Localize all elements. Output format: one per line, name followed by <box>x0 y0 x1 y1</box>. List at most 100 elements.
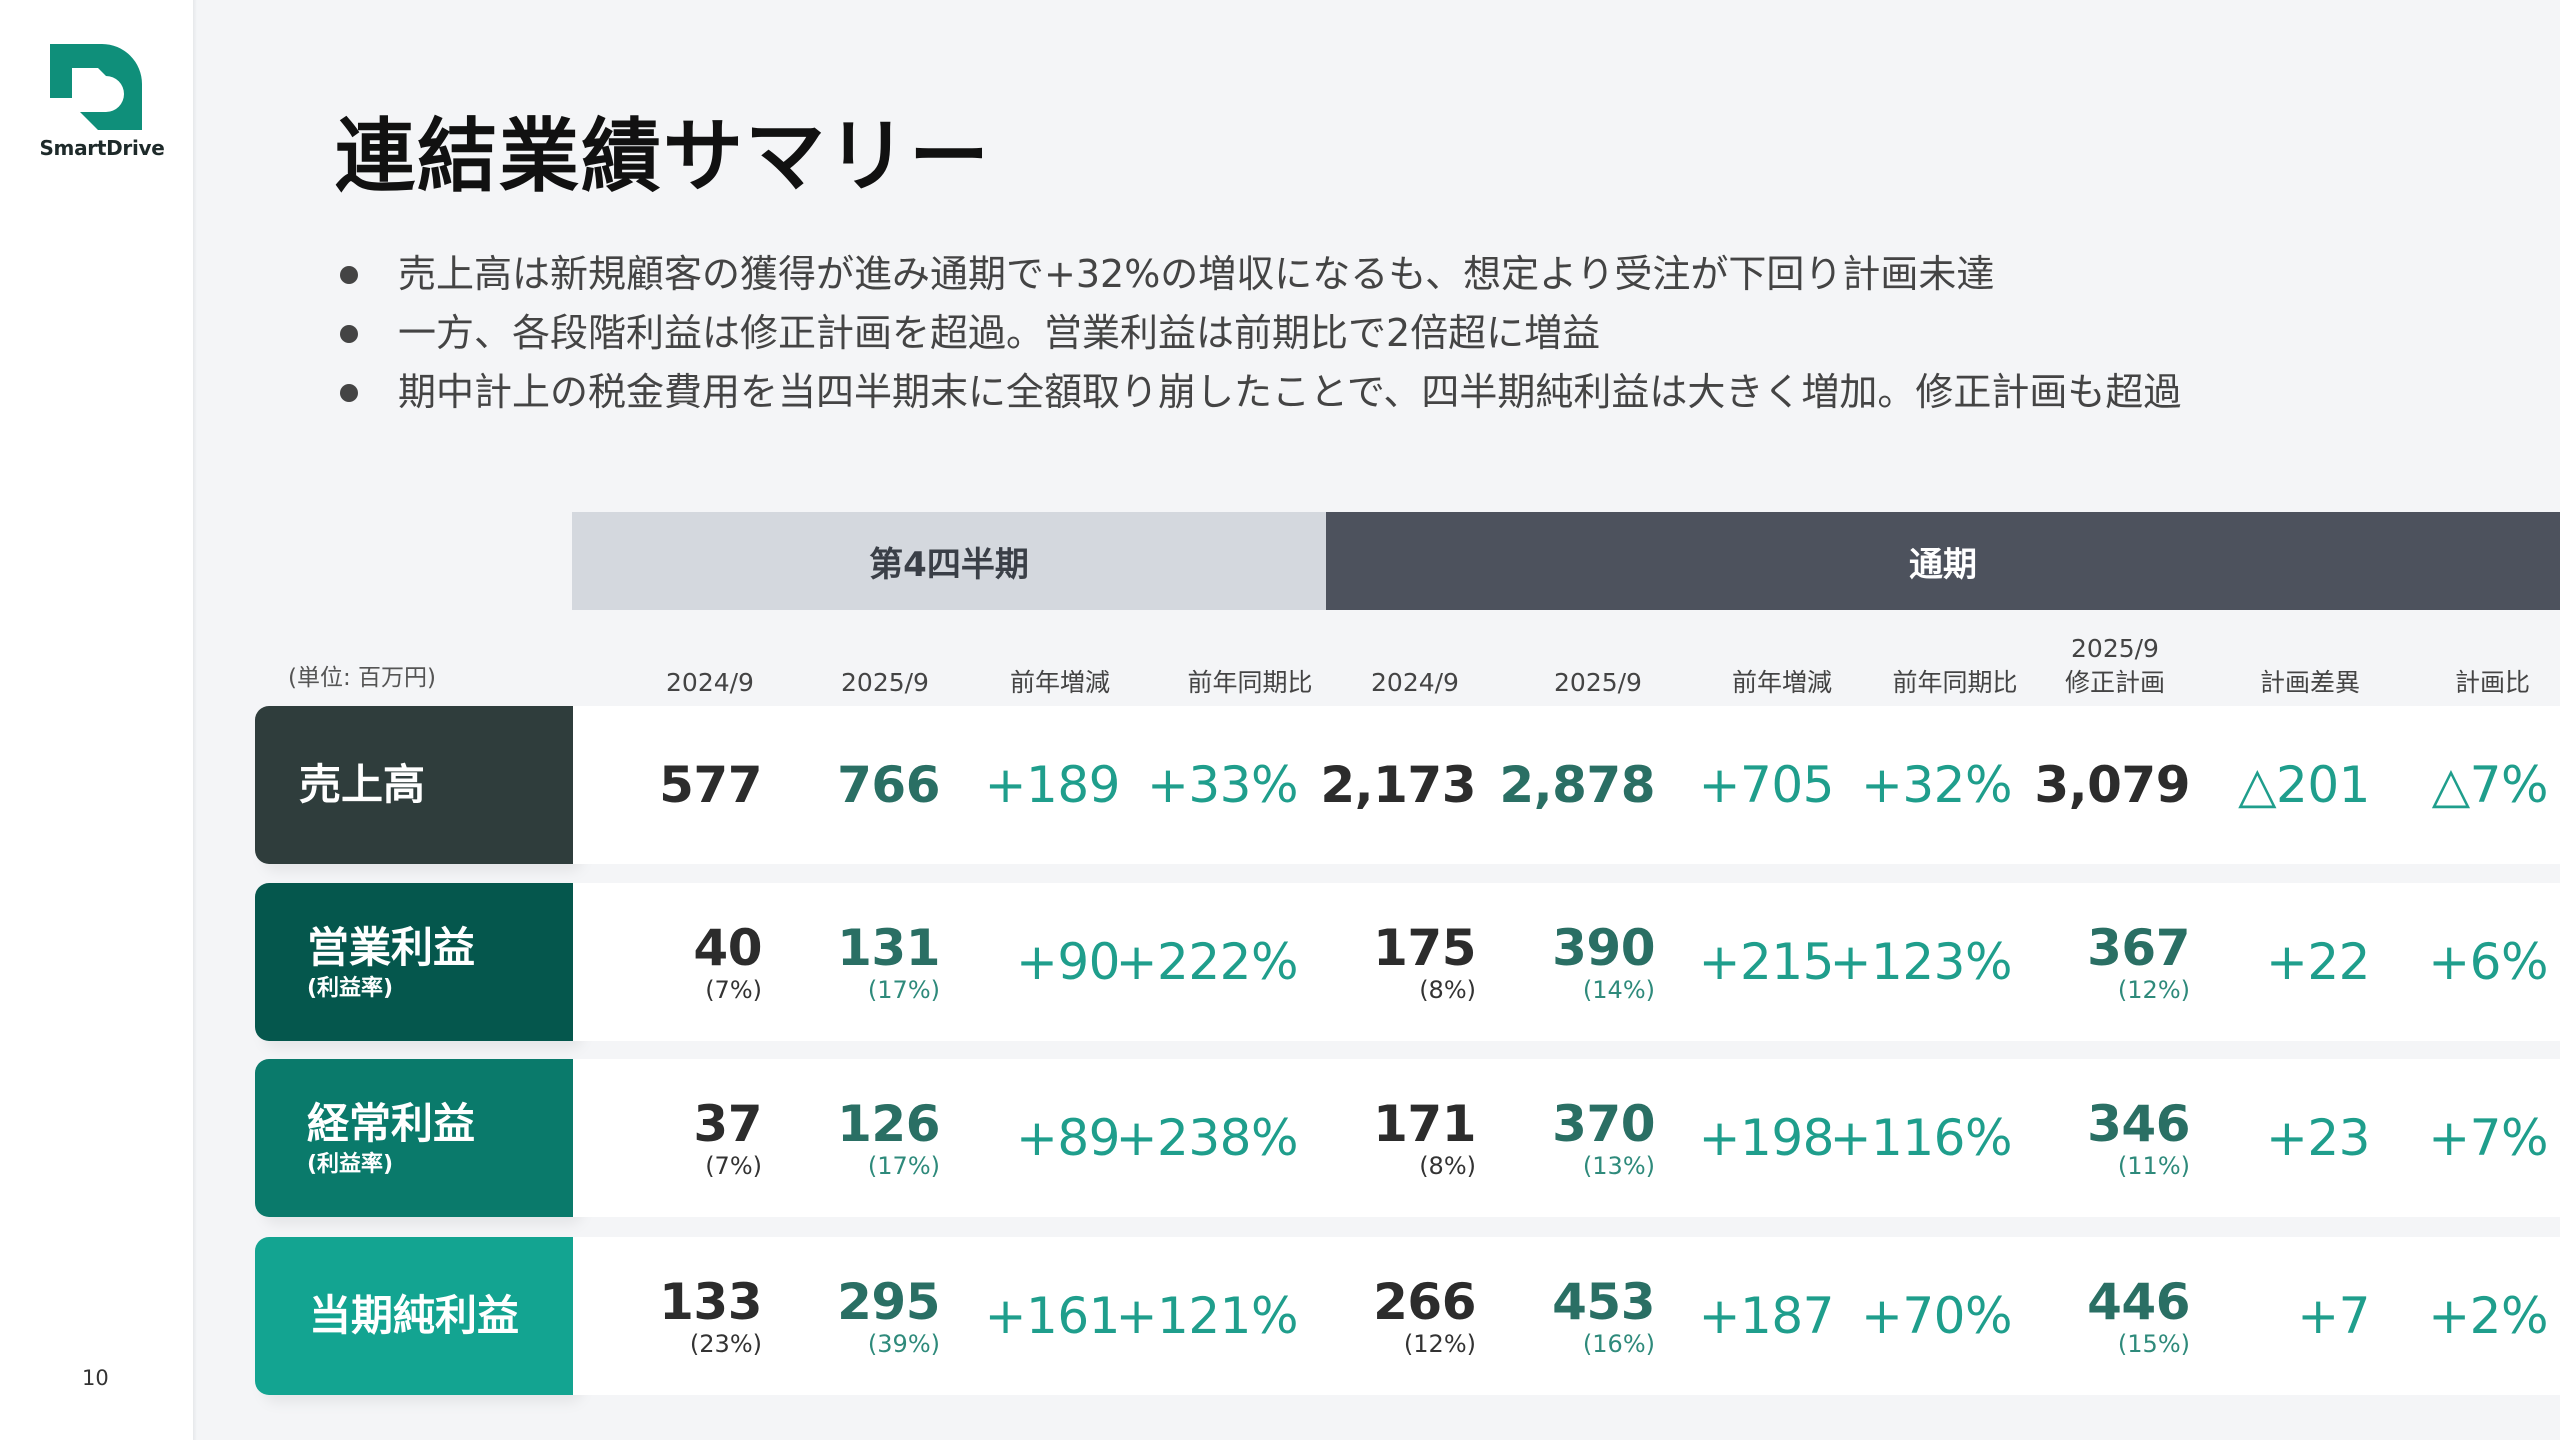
sidebar <box>0 0 195 1440</box>
col-header-q4-diff: 前年増減 <box>990 620 1130 700</box>
col-header-fy-prev: 2024/9 <box>1345 620 1485 700</box>
group-header-q4: 第4四半期 <box>572 512 1326 610</box>
cell-value: +238% <box>1115 1109 1299 1167</box>
cell-q4-curr: 295 (39%) <box>640 1237 940 1395</box>
cell-q4-prev: 133 (23%) <box>462 1237 762 1395</box>
cell-value: 346 <box>2087 1095 2190 1153</box>
cell-q4-ratio: +121% <box>998 1237 1299 1395</box>
bullet-text: 期中計上の税金費用を当四半期末に全額取り崩したことで、四半期純利益は大きく増加。… <box>398 370 2182 414</box>
col-header-q4-curr: 2025/9 <box>815 620 955 700</box>
cell-value: +161 <box>984 1287 1121 1345</box>
cell-q4-diff: +189 <box>820 706 1121 864</box>
col-header-text: 前年同期比 <box>1892 668 2018 697</box>
cell-value: +187 <box>1698 1287 1835 1345</box>
cell-value: 295 <box>837 1273 940 1331</box>
cell-plan-ratio: △7% <box>2248 706 2549 864</box>
col-header-fy-curr: 2025/9 <box>1528 620 1668 700</box>
cell-fy-diff: +705 <box>1534 706 1835 864</box>
col-header-fy-ratio: 前年同期比 <box>1870 620 2040 700</box>
row-label: 営業利益 (利益率) <box>255 883 573 1041</box>
bullet-dot-icon <box>340 383 358 402</box>
cell-value: +705 <box>1698 756 1835 814</box>
cell-q4-ratio: +222% <box>998 883 1299 1041</box>
cell-subvalue: (23%) <box>689 1330 762 1358</box>
bullet-text: 一方、各段階利益は修正計画を超過。営業利益は前期比で2倍超に増益 <box>398 311 1601 355</box>
cell-value: 2,878 <box>1499 756 1655 814</box>
row-background <box>571 883 2560 1041</box>
cell-value: 3,079 <box>2034 756 2190 814</box>
cell-subvalue: (17%) <box>867 976 940 1004</box>
cell-value: +90 <box>1015 933 1121 991</box>
col-header-text: 2024/9 <box>666 668 754 697</box>
col-header-q4-prev: 2024/9 <box>640 620 780 700</box>
cell-plan: 346 (11%) <box>1890 1059 2190 1217</box>
bullet-text: 売上高は新規顧客の獲得が進み通期で+32%の増収になるも、想定より受注が下回り計… <box>398 252 1995 296</box>
cell-value: +222% <box>1115 933 1299 991</box>
bullet-item: 期中計上の税金費用を当四半期末に全額取り崩したことで、四半期純利益は大きく増加。… <box>340 363 2181 422</box>
cell-subvalue: (39%) <box>867 1330 940 1358</box>
cell-value: 453 <box>1552 1273 1655 1331</box>
bullet-dot-icon <box>340 265 358 284</box>
row-background <box>571 706 2560 864</box>
col-header-plan-ratio: 計画比 <box>2425 620 2560 700</box>
row-label-sub: (利益率) <box>307 976 394 1001</box>
cell-value: 390 <box>1552 919 1655 977</box>
cell-value: 131 <box>837 919 940 977</box>
table-row: 営業利益 (利益率) 40 (7%) 131 (17%) +90 +222% 175 (8%) 39… <box>255 883 2560 1049</box>
col-header-text: 前年同期比 <box>1187 668 1313 697</box>
cell-value: 126 <box>837 1095 940 1153</box>
page-title: 連結業績サマリー <box>335 110 991 203</box>
cell-value: +198 <box>1698 1109 1835 1167</box>
cell-value: +123% <box>1829 933 2013 991</box>
cell-value: △201 <box>2238 756 2370 814</box>
cell-subvalue: (13%) <box>1582 1152 1655 1180</box>
cell-value: +33% <box>1146 756 1299 814</box>
cell-fy-curr: 390 (14%) <box>1355 883 1655 1041</box>
cell-value: +116% <box>1829 1109 2013 1167</box>
col-header-text: 計画比 <box>2454 668 2530 697</box>
cell-value: +7% <box>2428 1109 2548 1167</box>
cell-value: +6% <box>2428 933 2548 991</box>
cell-value: +23 <box>2265 1109 2371 1167</box>
cell-plan-gap: △201 <box>2070 706 2370 864</box>
cell-value: 133 <box>659 1273 762 1331</box>
cell-subvalue: (12%) <box>1403 1330 1476 1358</box>
cell-q4-diff: +89 <box>820 1059 1121 1217</box>
cell-value: 766 <box>837 756 940 814</box>
cell-fy-prev: 175 (8%) <box>1176 883 1476 1041</box>
cell-subvalue: (11%) <box>2117 1152 2190 1180</box>
table-row: 売上高 577 766 +189 +33% 2,173 2,878 +705 +32% 3,079… <box>255 706 2560 872</box>
cell-plan-ratio: +7% <box>2248 1059 2548 1217</box>
cell-fy-prev: 266 (12%) <box>1176 1237 1476 1395</box>
cell-fy-curr: 2,878 <box>1355 706 1655 864</box>
col-header-text: 2025/9 <box>841 668 929 697</box>
col-header-text: 前年増減 <box>1731 668 1832 697</box>
logo-text: SmartDrive <box>39 136 165 160</box>
bullet-item: 売上高は新規顧客の獲得が進み通期で+32%の増収になるも、想定より受注が下回り計… <box>340 245 2181 304</box>
cell-fy-ratio: +70% <box>1712 1237 2013 1395</box>
cell-value: 266 <box>1373 1273 1476 1331</box>
cell-value: +32% <box>1860 756 2013 814</box>
cell-fy-prev: 171 (8%) <box>1176 1059 1476 1217</box>
col-header-fy-diff: 前年増減 <box>1712 620 1852 700</box>
cell-q4-ratio: +33% <box>998 706 1299 864</box>
cell-q4-prev: 577 <box>462 706 762 864</box>
cell-value: 37 <box>693 1095 762 1153</box>
col-header-plan: 2025/9 修正計画 <box>2045 620 2185 700</box>
smartdrive-logo-icon <box>50 44 142 130</box>
cell-value: 367 <box>2087 919 2190 977</box>
cell-q4-curr: 126 (17%) <box>640 1059 940 1217</box>
row-label-name: 当期純利益 <box>308 1291 519 1340</box>
cell-fy-diff: +215 <box>1534 883 1835 1041</box>
cell-fy-ratio: +32% <box>1712 706 2013 864</box>
cell-value: 171 <box>1373 1095 1476 1153</box>
sidebar-divider <box>193 0 197 1440</box>
cell-plan-gap: +22 <box>2070 883 2371 1041</box>
cell-value: 175 <box>1373 919 1476 977</box>
table-row: 経常利益 (利益率) 37 (7%) 126 (17%) +89 +238% 171 (8%) 37… <box>255 1059 2560 1225</box>
cell-value: 370 <box>1552 1095 1655 1153</box>
cell-value: +215 <box>1698 933 1835 991</box>
cell-fy-ratio: +116% <box>1712 1059 2013 1217</box>
bullet-item: 一方、各段階利益は修正計画を超過。営業利益は前期比で2倍超に増益 <box>340 304 2181 363</box>
cell-subvalue: (17%) <box>867 1152 940 1180</box>
